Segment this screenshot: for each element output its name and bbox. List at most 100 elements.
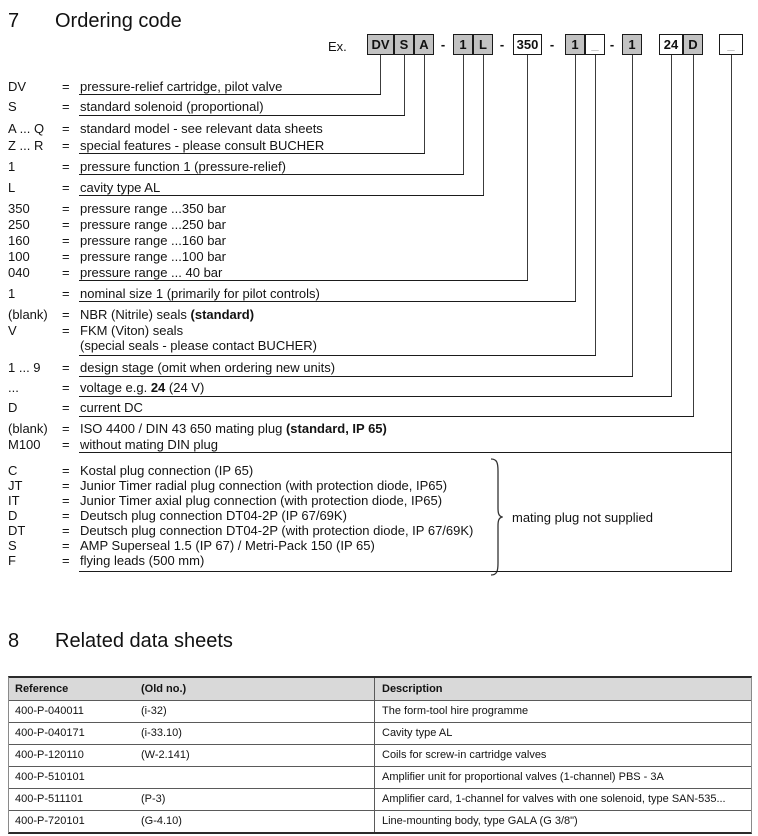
ordering-description: Junior Timer radial plug connection (wit… — [80, 478, 448, 493]
ordering-code: (blank) — [8, 421, 48, 436]
code-box-label: _ — [591, 37, 599, 52]
table-cell: 400-P-040171 — [15, 727, 85, 739]
ordering-description: Kostal plug connection (IP 65) — [80, 463, 254, 478]
table-row: 400-P-720101 (G-4.10) Line-mounting body, … — [9, 811, 751, 832]
code-box: 1 — [622, 34, 642, 55]
ordering-description: Deutsch plug connection DT04-2P (with pr… — [80, 523, 474, 538]
example-label: Ex. — [328, 39, 347, 54]
ordering-code: D — [8, 400, 18, 415]
ordering-code: S — [8, 538, 17, 553]
table-cell: 400-P-510101 — [15, 771, 85, 783]
separator-dash: - — [440, 37, 446, 52]
code-box: _ — [585, 34, 605, 55]
table-cell: Line-mounting body, type GALA (G 3/8") — [382, 815, 578, 827]
separator-dash: - — [609, 37, 615, 52]
table-cell: (W-2.141) — [141, 749, 190, 761]
table-cell: (P-3) — [141, 793, 166, 805]
code-box-label: 350 — [516, 37, 539, 52]
code-box: 1 — [453, 34, 473, 55]
connector-line — [483, 55, 484, 195]
ordering-description: current DC — [80, 400, 143, 415]
code-box-label: S — [399, 37, 409, 52]
related-data-sheets-table: Reference (Old no.) Description 400-P-04001… — [8, 676, 752, 834]
ordering-code: M100 — [8, 437, 41, 452]
code-box-label: 1 — [459, 37, 467, 52]
ordering-description: AMP Superseal 1.5 (IP 67) / Metri-Pack 1… — [80, 538, 375, 553]
ordering-code: 040 — [8, 265, 30, 280]
equals-sign: = — [62, 323, 70, 338]
row-underline — [79, 396, 672, 397]
table-cell: (i-32) — [141, 705, 167, 717]
equals-sign: = — [62, 233, 70, 248]
ordering-code: V — [8, 323, 17, 338]
code-box-label: 1 — [571, 37, 579, 52]
row-underline — [79, 416, 694, 417]
connector-line — [575, 55, 576, 301]
ordering-code: 1 ... 9 — [8, 360, 41, 375]
ordering-description: special features - please consult BUCHER — [80, 138, 325, 153]
equals-sign: = — [62, 538, 70, 553]
equals-sign: = — [62, 523, 70, 538]
table-cell: 400-P-720101 — [15, 815, 85, 827]
ordering-code: 350 — [8, 201, 30, 216]
ordering-description: nominal size 1 (primarily for pilot cont… — [80, 286, 320, 301]
connector-line — [595, 55, 596, 355]
table-cell: Amplifier unit for proportional valves (… — [382, 771, 664, 783]
code-box: L — [473, 34, 493, 55]
ordering-code: 250 — [8, 217, 30, 232]
brace-note: mating plug not supplied — [512, 510, 653, 525]
table-cell: Amplifier card, 1-channel for valves wit… — [382, 793, 726, 805]
section-8-heading: 8 Related data sheets — [8, 630, 233, 653]
equals-sign: = — [62, 121, 70, 136]
table-header-cell: (Old no.) — [141, 683, 187, 695]
group-brace-icon — [490, 458, 503, 576]
row-underline — [79, 195, 484, 196]
ordering-code: IT — [8, 493, 20, 508]
connector-line — [380, 55, 381, 94]
connector-line — [693, 55, 694, 416]
code-box: 1 — [565, 34, 585, 55]
ordering-description: Junior Timer axial plug connection (with… — [80, 493, 443, 508]
ordering-description: pressure function 1 (pressure-relief) — [80, 159, 286, 174]
ordering-code: Z ... R — [8, 138, 44, 153]
ordering-description: cavity type AL — [80, 180, 161, 195]
table-cell: 400-P-040011 — [15, 705, 84, 717]
table-row: 400-P-040171 (i-33.10) Cavity type AL — [9, 723, 751, 745]
ordering-description: (special seals - please contact BUCHER) — [80, 338, 317, 353]
section-title: Related data sheets — [55, 630, 233, 652]
ordering-code: DV — [8, 79, 27, 94]
code-box-label: _ — [727, 37, 735, 52]
row-underline — [79, 174, 464, 175]
ordering-code: C — [8, 463, 18, 478]
code-box: 24 — [659, 34, 683, 55]
connector-line — [731, 55, 732, 571]
ordering-description: flying leads (500 mm) — [80, 553, 205, 568]
ordering-description: pressure range ...100 bar — [80, 249, 226, 264]
column-divider — [374, 678, 375, 832]
ordering-description: without mating DIN plug — [80, 437, 219, 452]
code-box: _ — [719, 34, 743, 55]
code-box-label: L — [479, 37, 487, 52]
ordering-description: standard model - see relevant data sheet… — [80, 121, 323, 136]
table-row: 400-P-040011 (i-32) The form-tool hire pro… — [9, 701, 751, 723]
ordering-code: S — [8, 99, 17, 114]
row-underline — [79, 94, 381, 95]
row-underline — [79, 452, 732, 453]
row-underline — [79, 376, 633, 377]
table-cell: (G-4.10) — [141, 815, 182, 827]
code-box-label: A — [419, 37, 429, 52]
ordering-code: JT — [8, 478, 23, 493]
ordering-code: L — [8, 180, 16, 195]
ordering-description: voltage e.g. 24 (24 V) — [80, 380, 205, 395]
ordering-description: FKM (Viton) seals — [80, 323, 184, 338]
connector-line — [424, 55, 425, 153]
equals-sign: = — [62, 463, 70, 478]
table-header-cell: Reference — [15, 683, 69, 695]
table-cell: (i-33.10) — [141, 727, 182, 739]
connector-line — [404, 55, 405, 115]
ordering-description: Deutsch plug connection DT04-2P (IP 67/6… — [80, 508, 347, 523]
ordering-code: 1 — [8, 286, 16, 301]
connector-line — [671, 55, 672, 396]
ordering-description: design stage (omit when ordering new uni… — [80, 360, 336, 375]
